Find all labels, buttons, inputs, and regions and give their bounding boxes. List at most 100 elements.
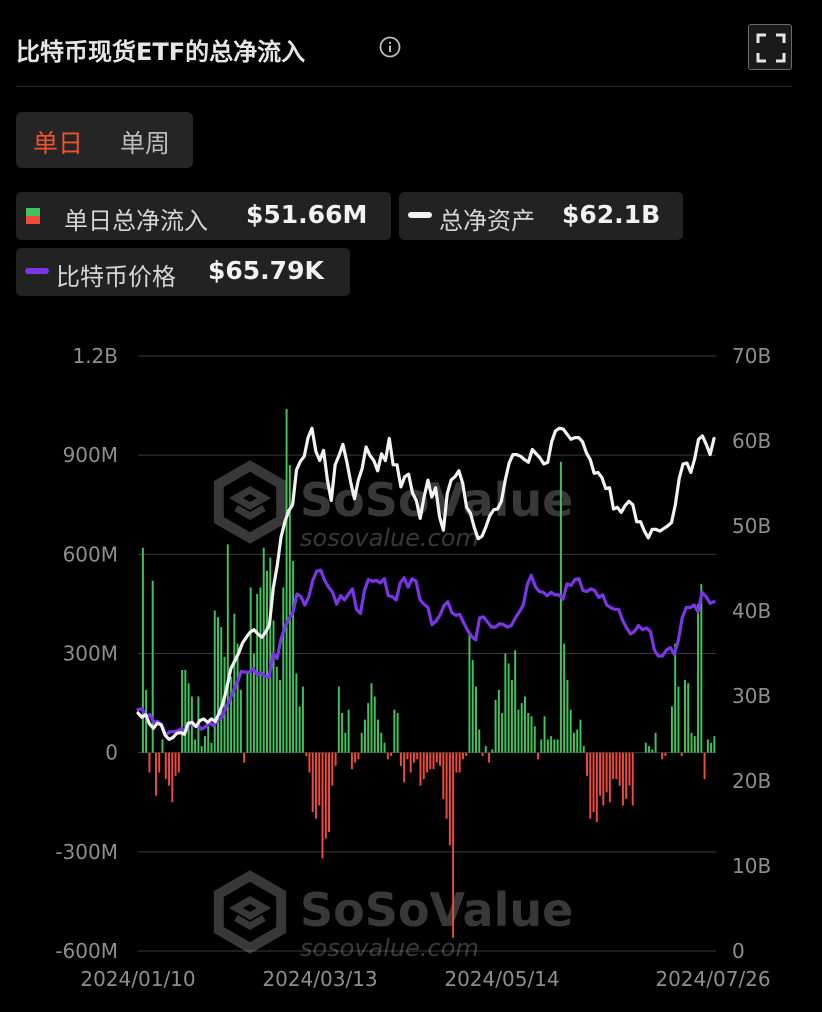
inflow-bar (141, 547, 144, 753)
inflow-bar (337, 686, 340, 753)
inflow-bar (517, 709, 520, 753)
inflow-bar (553, 739, 556, 753)
gridlines (138, 355, 716, 952)
tab-daily[interactable]: 单日 (33, 129, 84, 158)
outflow-bar (177, 752, 180, 773)
inflow-bar (282, 587, 285, 753)
outflow-bar (465, 752, 468, 756)
outflow-bar (386, 752, 389, 760)
tab-weekly[interactable]: 单周 (120, 129, 171, 158)
legend-assets-label: 总净资产 (439, 207, 535, 235)
outflow-bar (328, 752, 331, 832)
outflow-bar (314, 752, 317, 819)
inflow-bar (514, 650, 517, 753)
x-tick-label: 2024/05/14 (444, 967, 559, 991)
page-title: 比特币现货ETF的总净流入 (16, 38, 306, 66)
inflow-bar (559, 461, 562, 753)
left-tick-label: 600M (63, 542, 118, 566)
inflow-bar (269, 557, 272, 753)
outflow-bar (618, 752, 621, 786)
legend-daily-net-inflow[interactable]: 单日总净流入 $51.66M (16, 192, 391, 240)
inflow-bar (527, 713, 530, 753)
inflow-bar (393, 709, 396, 753)
inflow-bar (288, 465, 291, 753)
outflow-bar (318, 752, 321, 806)
fullscreen-button[interactable] (748, 24, 792, 70)
inflow-bar (475, 686, 477, 753)
inflow-bar (151, 580, 154, 753)
inflow-bar (226, 544, 229, 753)
inflow-bar (285, 408, 288, 753)
legend-price-label: 比特币价格 (56, 263, 176, 291)
outflow-bar (164, 752, 167, 780)
outflow-bar (608, 752, 611, 803)
legend-price-value: $65.79K (208, 256, 324, 285)
inflow-bar (187, 683, 190, 753)
sosovalue-logo-mark-icon (228, 895, 272, 931)
inflow-bar (556, 739, 559, 753)
outflow-bar (586, 752, 588, 776)
legend-bitcoin-price[interactable]: 比特币价格 $65.79K (16, 248, 350, 296)
legend-total-net-assets[interactable]: 总净资产 $62.1B (399, 192, 683, 240)
outflow-bar (422, 752, 425, 780)
inflow-bar (181, 670, 184, 753)
inflow-bar (546, 739, 549, 753)
outflow-bar (452, 752, 455, 938)
inflow-bar (266, 570, 268, 753)
left-tick-label: 300M (63, 642, 118, 666)
outflow-bar (602, 752, 605, 806)
inflow-bar (569, 709, 572, 753)
etf-flow-chart[interactable]: -600M -300M 0 300M 600M 900M 1.2B 0 10B 20B 30B 40… (0, 330, 822, 1012)
inflow-bar (501, 713, 504, 753)
inflow-bar (693, 736, 696, 753)
inflow-bar (184, 670, 187, 753)
info-circle-icon[interactable] (379, 36, 401, 58)
inflow-bar (363, 719, 366, 753)
outflow-bar (154, 752, 157, 796)
inflow-bar (194, 739, 197, 753)
right-tick-label: 30B (732, 684, 771, 708)
inflow-bar (233, 613, 236, 753)
inflow-bar (563, 643, 566, 753)
inflow-bar (207, 726, 210, 753)
inflow-bar (295, 673, 298, 753)
right-tick-label: 60B (732, 429, 771, 453)
outflow-bar (305, 752, 308, 756)
inflow-bar (710, 742, 713, 753)
inflow-bar (471, 660, 474, 753)
outflow-bar (703, 752, 706, 780)
inflow-bar (484, 746, 487, 753)
inflow-bar (550, 736, 553, 753)
inflow-bar (697, 603, 700, 753)
fullscreen-expand-icon (756, 33, 786, 63)
legend-assets-value: $62.1B (562, 200, 661, 229)
outflow-bar (429, 752, 432, 770)
inflow-bar (644, 742, 647, 753)
outflow-bar (406, 752, 409, 760)
inflow-bar (700, 584, 703, 753)
outflow-bar (243, 752, 246, 763)
outflow-bar (419, 752, 422, 786)
purple-line-swatch-icon (25, 268, 49, 274)
total-net-assets-line (136, 426, 716, 741)
inflow-bar (203, 736, 206, 753)
outflow-bar (403, 752, 406, 783)
outflow-bar (599, 752, 602, 796)
sosovalue-logo-icon (213, 870, 287, 954)
outflow-bar (426, 752, 428, 773)
outflow-bar (324, 752, 327, 839)
right-tick-label: 50B (732, 514, 771, 538)
right-tick-label: 40B (732, 599, 771, 623)
outflow-bar (171, 752, 174, 803)
left-axis: -600M -300M 0 300M 600M 900M 1.2B (55, 344, 118, 963)
inflow-bar (504, 653, 507, 753)
outflow-bar (664, 752, 667, 756)
bitcoin-price-line (136, 568, 716, 737)
inflow-bar (654, 732, 657, 753)
inflow-bar (161, 739, 164, 753)
series-lines (136, 426, 716, 741)
inflow-bar (468, 633, 471, 753)
inflow-bar (298, 706, 301, 753)
inflow-bar (520, 703, 523, 753)
